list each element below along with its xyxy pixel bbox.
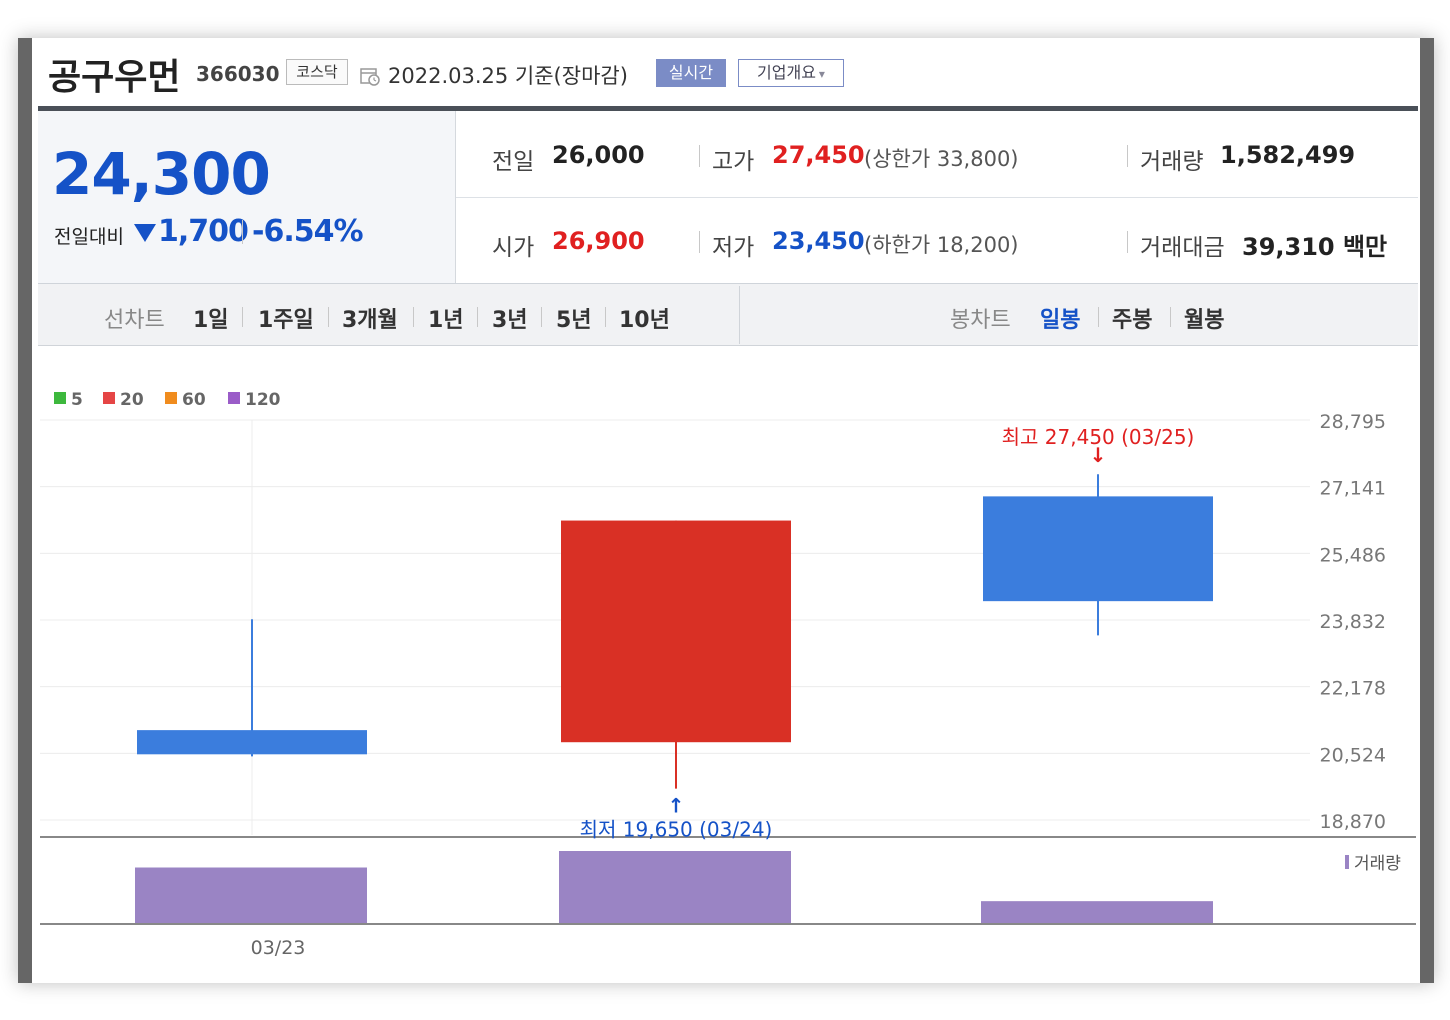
- open-value: 26,900: [552, 227, 645, 255]
- tab-daily[interactable]: 일봉: [1040, 308, 1081, 333]
- open-label: 시가: [492, 235, 535, 261]
- high-label: 고가: [712, 149, 755, 175]
- tab-3m[interactable]: 3개월: [342, 308, 398, 333]
- legend-swatch: [103, 392, 115, 404]
- legend-ma120: 120: [228, 390, 281, 410]
- divider: [1170, 307, 1171, 327]
- header-divider: [38, 106, 1418, 111]
- volume-legend-swatch: [1345, 855, 1349, 869]
- divider: [541, 307, 542, 327]
- volume-value: 1,582,499: [1220, 141, 1356, 169]
- max-annotation: 최고 27,450 (03/25): [1002, 425, 1195, 449]
- amount-label: 거래대금: [1140, 235, 1225, 261]
- down-triangle-icon: [134, 224, 156, 242]
- legend-label: 60: [182, 390, 206, 410]
- legend-label: 120: [245, 390, 281, 410]
- divider: [739, 286, 740, 344]
- volume-bar: [981, 901, 1213, 923]
- tab-3y[interactable]: 3년: [492, 308, 528, 333]
- y-axis: 28,795 27,141 25,486 23,832 22,178 20,524 18,8…: [251, 411, 1386, 959]
- y-tick-label: 28,795: [1320, 411, 1386, 433]
- annotations: 거래량 ↓최고 27,450 (03/25) ↑최저 19,650 (03/24): [580, 425, 1402, 874]
- divider: [413, 307, 414, 327]
- high-value: 27,450: [772, 141, 865, 169]
- prev-close-value: 26,000: [552, 141, 645, 169]
- prev-close-label: 전일: [492, 149, 535, 175]
- divider: [605, 307, 606, 327]
- volume-legend-label: 거래량: [1354, 854, 1401, 874]
- tab-5y[interactable]: 5년: [556, 308, 592, 333]
- market-badge: 코스닥: [286, 59, 348, 85]
- divider: [699, 231, 700, 253]
- y-tick-label: 22,178: [1320, 678, 1386, 700]
- low-label: 저가: [712, 235, 755, 261]
- diff-value: 1,700: [158, 214, 249, 249]
- tab-1w[interactable]: 1주일: [258, 308, 314, 333]
- y-tick-label: 18,870: [1320, 811, 1386, 833]
- volume-bars: [135, 851, 1213, 923]
- line-chart-label: 선차트: [104, 308, 165, 333]
- candles: [137, 474, 1213, 789]
- current-price: 24,300: [52, 140, 271, 208]
- y-tick-label: 20,524: [1320, 744, 1386, 766]
- y-tick-label: 25,486: [1320, 544, 1386, 566]
- stock-code: 366030: [196, 62, 280, 86]
- legend-swatch: [165, 392, 177, 404]
- divider: [1098, 307, 1099, 327]
- volume-bar: [559, 851, 791, 923]
- amount-value: 39,310 백만: [1242, 233, 1388, 261]
- realtime-button[interactable]: 실시간: [656, 59, 726, 87]
- legend-ma60: 60: [165, 390, 206, 410]
- divider: [699, 145, 700, 167]
- legend-label: 5: [71, 390, 83, 410]
- candle-chart-label: 봉차트: [950, 308, 1011, 333]
- chevron-down-icon: ▾: [818, 67, 825, 81]
- tab-monthly[interactable]: 월봉: [1184, 308, 1225, 333]
- legend-swatch: [228, 392, 240, 404]
- low-value: 23,450: [772, 227, 865, 255]
- divider: [242, 220, 243, 244]
- divider: [242, 307, 243, 327]
- divider: [1127, 231, 1128, 253]
- divider: [38, 283, 1418, 284]
- max-arrow: ↓: [1090, 443, 1107, 467]
- min-arrow: ↑: [668, 794, 685, 818]
- divider: [1127, 145, 1128, 167]
- period-bar: [38, 284, 1418, 346]
- legend-ma5: 5: [54, 390, 83, 410]
- tab-10y[interactable]: 10년: [619, 308, 670, 333]
- divider: [456, 197, 1418, 198]
- date-label: 2022.03.25 기준(장마감): [388, 64, 628, 88]
- diff-label: 전일대비: [54, 226, 124, 248]
- tab-weekly[interactable]: 주봉: [1112, 308, 1153, 333]
- tab-1d[interactable]: 1일: [193, 308, 229, 333]
- stock-name: 공구우먼: [48, 57, 181, 98]
- volume-bar: [135, 867, 367, 923]
- calendar-icon: [360, 68, 380, 86]
- volume-label: 거래량: [1140, 149, 1204, 175]
- legend-ma20: 20: [103, 390, 144, 410]
- y-tick-label: 27,141: [1320, 478, 1386, 500]
- candle-body: [561, 520, 791, 743]
- candle-body: [137, 730, 367, 755]
- divider: [477, 307, 478, 327]
- x-tick-label: 03/23: [251, 937, 306, 959]
- upper-limit: (상한가 33,800): [864, 147, 1019, 171]
- min-annotation: 최저 19,650 (03/24): [580, 818, 773, 842]
- divider: [328, 307, 329, 327]
- candle-body: [983, 496, 1213, 602]
- legend-swatch: [54, 392, 66, 404]
- tab-1y[interactable]: 1년: [428, 308, 464, 333]
- legend-label: 20: [120, 390, 144, 410]
- company-overview-button[interactable]: 기업개요 ▾: [738, 59, 844, 87]
- lower-limit: (하한가 18,200): [864, 233, 1019, 257]
- diff-percent: -6.54%: [252, 214, 364, 249]
- price-panel: [38, 111, 456, 283]
- company-overview-label: 기업개요: [757, 63, 816, 82]
- y-tick-label: 23,832: [1320, 611, 1386, 633]
